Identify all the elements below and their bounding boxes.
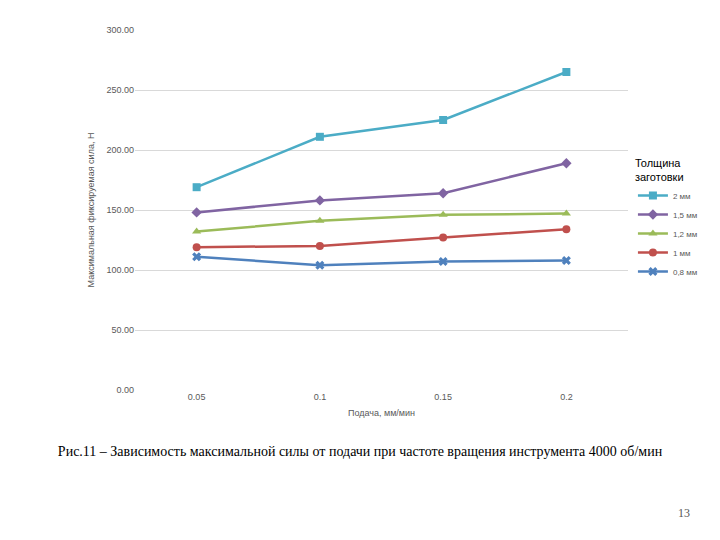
- svg-text:0,8 мм: 0,8 мм: [673, 268, 697, 277]
- svg-text:1,2 мм: 1,2 мм: [673, 230, 697, 239]
- svg-text:0.1: 0.1: [314, 392, 327, 402]
- svg-text:150.00: 150.00: [106, 205, 134, 215]
- svg-text:200.00: 200.00: [106, 145, 134, 155]
- svg-text:100.00: 100.00: [106, 265, 134, 275]
- svg-text:300.00: 300.00: [106, 25, 134, 35]
- html-text:13: 13: [678, 506, 690, 520]
- svg-text:50.00: 50.00: [111, 325, 134, 335]
- svg-text:Толщиназаготовки: Толщиназаготовки: [635, 157, 684, 183]
- svg-text:0.05: 0.05: [188, 392, 206, 402]
- svg-text:1,5 мм: 1,5 мм: [673, 211, 697, 220]
- svg-text:0.2: 0.2: [560, 392, 573, 402]
- svg-text:0.00: 0.00: [116, 385, 134, 395]
- svg-text:Максимальная фиксируемая сила,: Максимальная фиксируемая сила, Н: [86, 133, 96, 288]
- svg-text:0.15: 0.15: [434, 392, 452, 402]
- svg-text:2 мм: 2 мм: [673, 192, 691, 201]
- svg-text:250.00: 250.00: [106, 85, 134, 95]
- svg-text:Подача, мм/мин: Подача, мм/мин: [348, 408, 415, 418]
- svg-text:1 мм: 1 мм: [673, 249, 691, 258]
- html-text:Рис.11 – Зависимость максималь: Рис.11 – Зависимость максимальной силы о…: [57, 444, 663, 459]
